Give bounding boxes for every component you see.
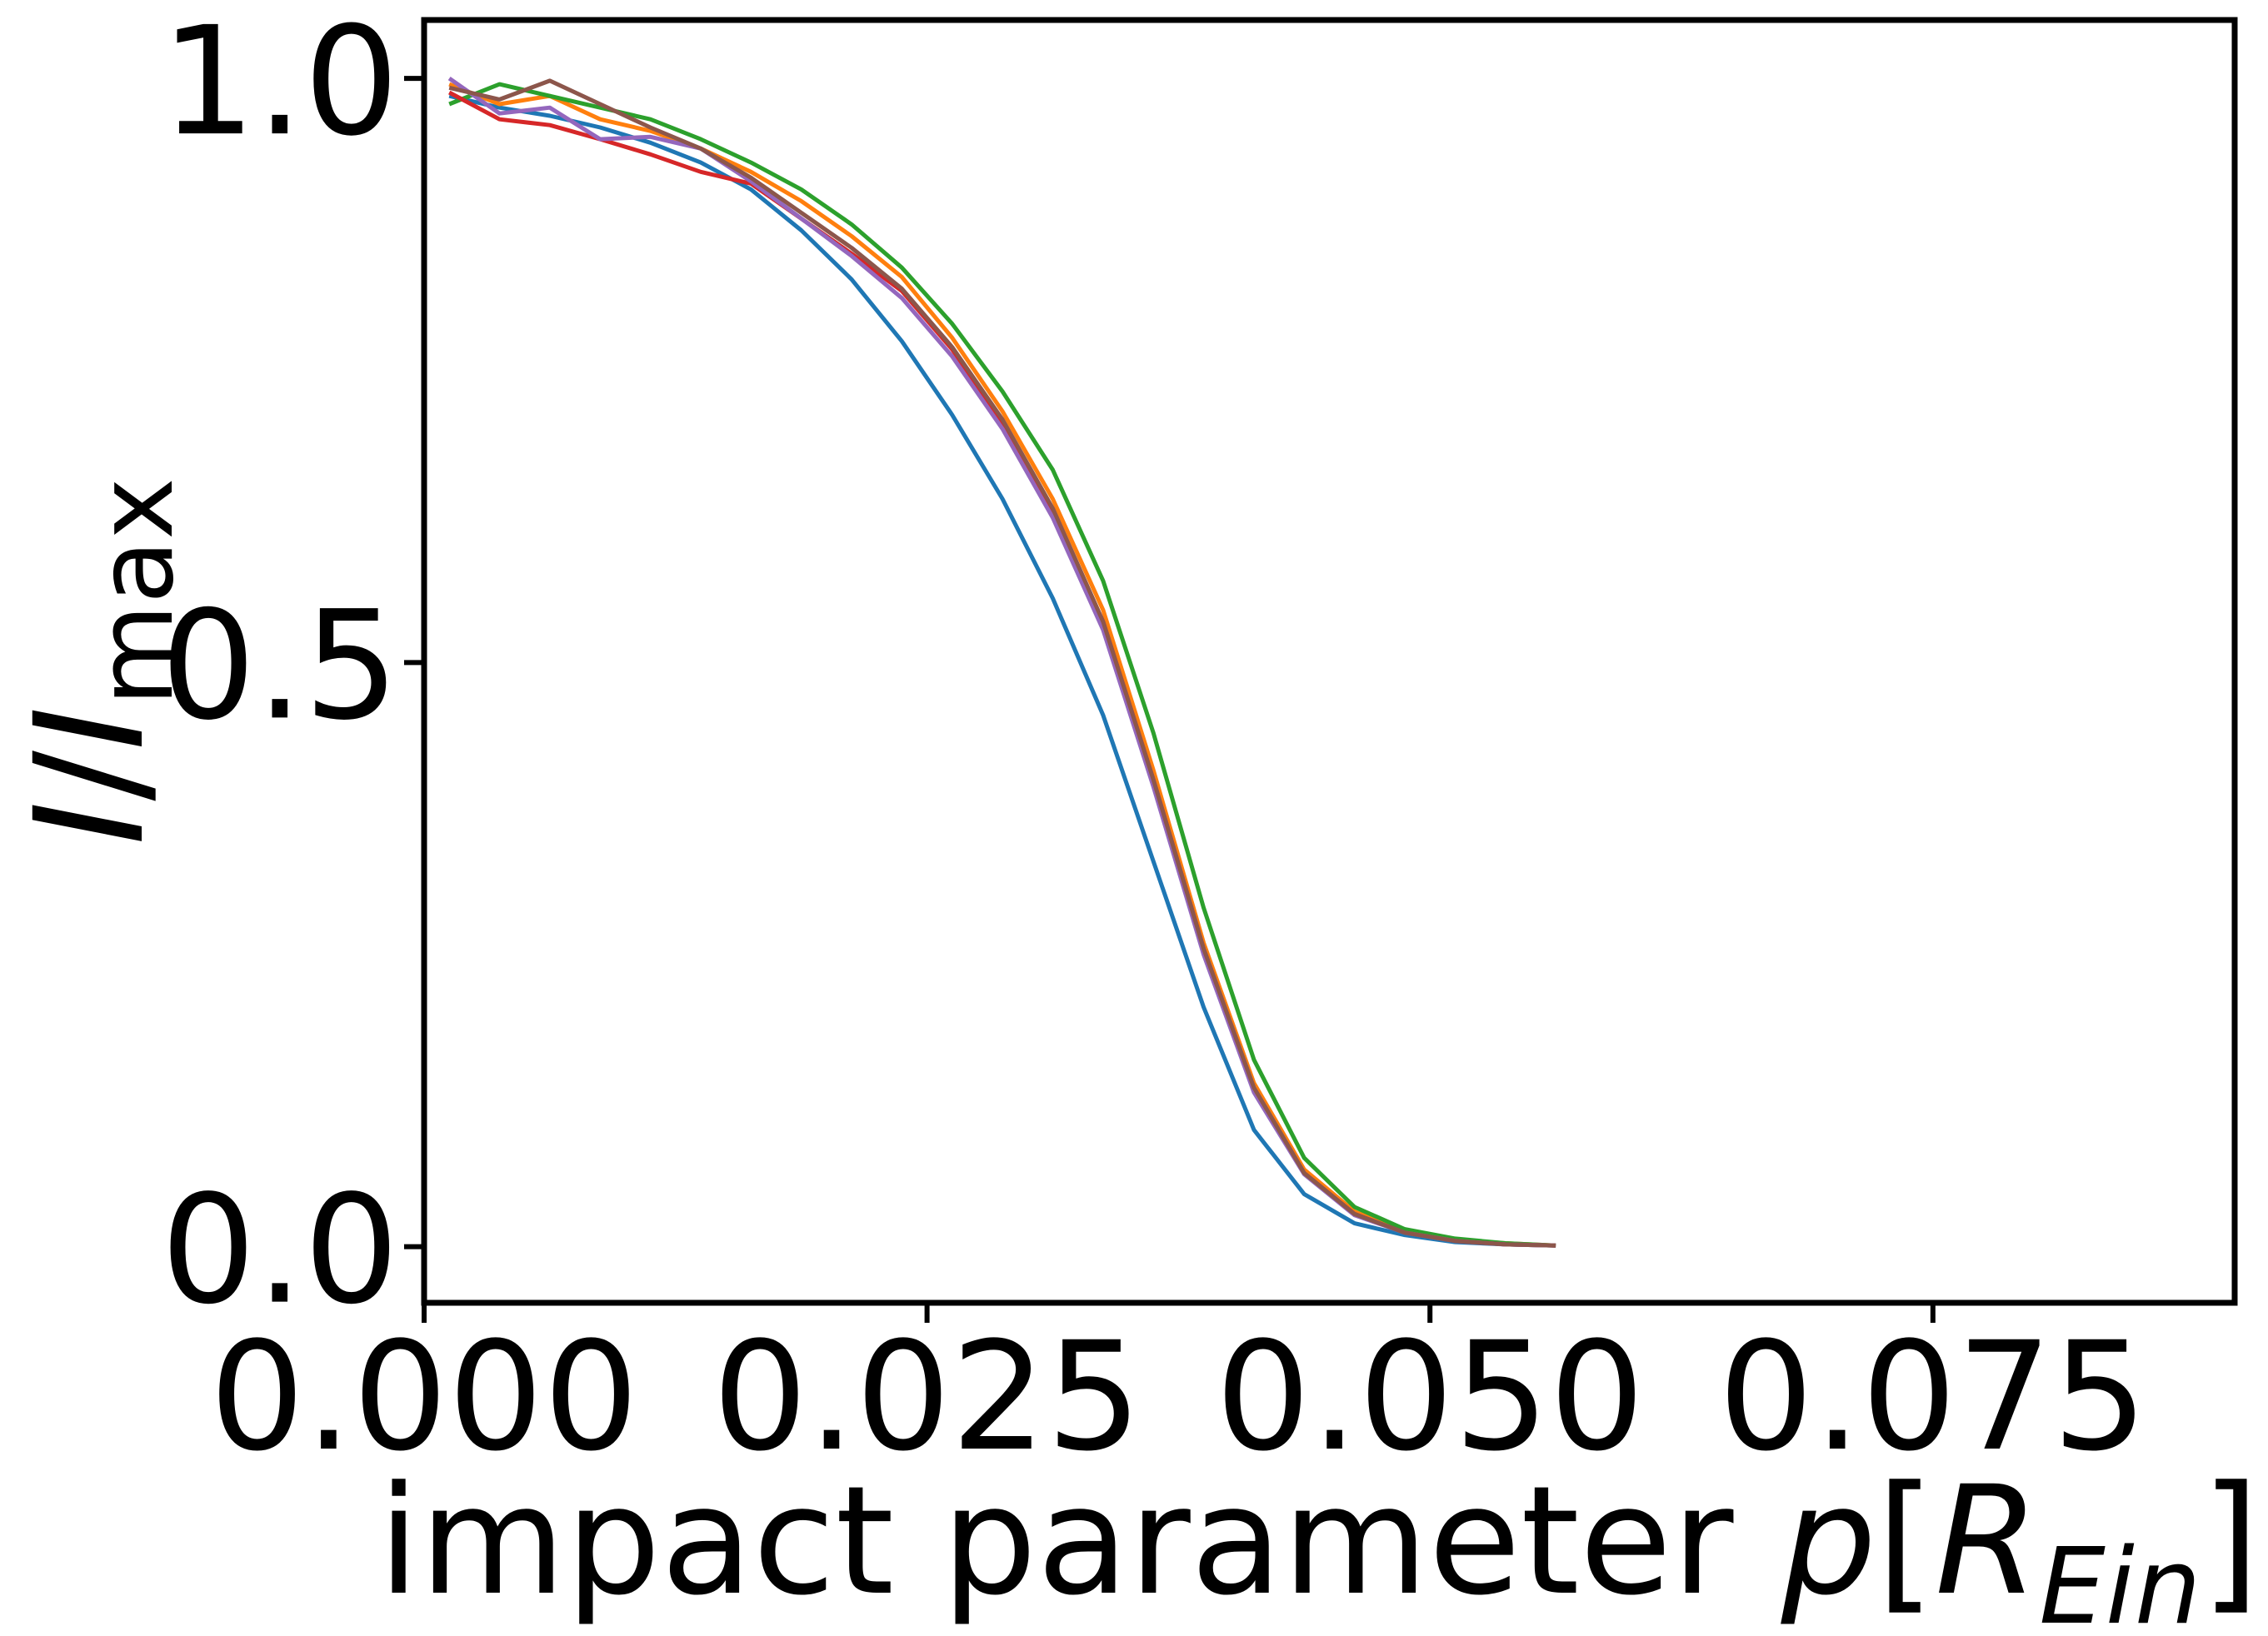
y-label-var2: I [3,706,177,751]
series-line-5 [447,77,1556,1248]
x-tick-label-2: 0.025 [712,1310,1141,1484]
x-label-sym: R [1935,1454,2039,1629]
series-line-1 [448,93,1556,1248]
x-tick-label-4: 0.075 [1718,1310,2147,1484]
y-tick-label-3: 1.0 [161,0,399,169]
x-label-var: p [1781,1454,1876,1629]
x-tick-label-1: 0.000 [209,1310,638,1484]
x-axis-label: impact parameter p[REin] [378,1454,2260,1636]
tick-layer: 0.000 0.025 0.050 0.075 0.0 0.5 1.0 [161,0,2148,1484]
x-label-text: impact parameter [378,1454,1781,1629]
y-tick-label-1: 0.0 [161,1164,399,1338]
y-axis-label: I/Imax [3,477,197,845]
x-label-sub: Ein [2039,1525,2201,1636]
series-line-4 [448,90,1556,1248]
x-tick-label-3: 0.050 [1216,1310,1645,1484]
y-label-slash: / [3,751,177,801]
plot-frame [421,17,2238,1306]
y-label-var: I [3,801,177,845]
y-tick-label-2: 0.5 [161,579,399,753]
x-label-bracket-open: [ [1876,1454,1935,1629]
x-label-bracket-close: ] [2201,1454,2260,1629]
series-line-6 [448,78,1556,1248]
y-label-sub: max [74,477,197,706]
series-line-3 [448,82,1556,1248]
series-line-2 [448,82,1556,1248]
series-layer [447,77,1556,1248]
